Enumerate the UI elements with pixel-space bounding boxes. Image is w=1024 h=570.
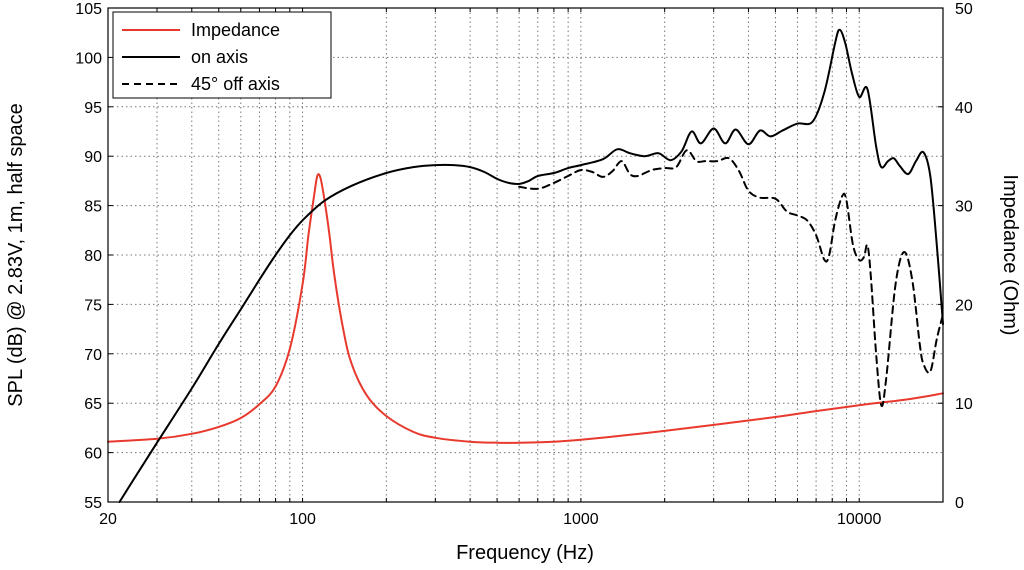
y-left-tick-label: 75 xyxy=(84,297,102,314)
y-left-tick-label: 105 xyxy=(75,1,102,18)
y-left-tick-label: 55 xyxy=(84,495,102,512)
y-axis-right-title: Impedance (Ohm) xyxy=(999,174,1021,335)
legend: Impedance on axis 45° off axis xyxy=(112,11,332,99)
y-left-tick-label: 90 xyxy=(84,149,102,166)
y-left-tick-label: 65 xyxy=(84,396,102,413)
y-left-tick-label: 100 xyxy=(75,50,102,67)
y-left-tick-label: 70 xyxy=(84,347,102,364)
y-left-tick-label: 85 xyxy=(84,199,102,216)
y-right-tick-label: 20 xyxy=(955,297,973,314)
y-right-tick-label: 50 xyxy=(955,1,973,18)
plot-frame xyxy=(107,7,944,503)
y-left-tick-label: 80 xyxy=(84,248,102,265)
y-right-tick-label: 30 xyxy=(955,199,973,216)
x-axis-title: Frequency (Hz) xyxy=(456,542,594,564)
x-tick-label: 20 xyxy=(99,511,117,528)
y-right-tick-label: 0 xyxy=(955,495,964,512)
y-right-tick-label: 40 xyxy=(955,100,973,117)
series-lines xyxy=(107,28,944,503)
off-axis-45-line xyxy=(518,149,944,408)
tick-labels: 20 100 1000 1000055606570758085909510010501… xyxy=(75,1,973,528)
y-right-tick-label: 10 xyxy=(955,396,973,413)
x-tick-label: 1000 xyxy=(563,511,599,528)
y-axis-left-title: SPL (dB) @ 2.83V, 1m, half space xyxy=(5,103,27,406)
on-axis-line xyxy=(118,28,944,503)
impedance-line xyxy=(107,173,944,444)
y-left-tick-label: 60 xyxy=(84,446,102,463)
legend-label-45-off-axis: 45° off axis xyxy=(191,74,280,94)
y-left-tick-label: 95 xyxy=(84,100,102,117)
legend-label-impedance: Impedance xyxy=(191,20,280,40)
x-tick-label: 100 xyxy=(289,511,316,528)
legend-label-on-axis: on axis xyxy=(191,47,248,67)
x-tick-label: 10000 xyxy=(837,511,882,528)
